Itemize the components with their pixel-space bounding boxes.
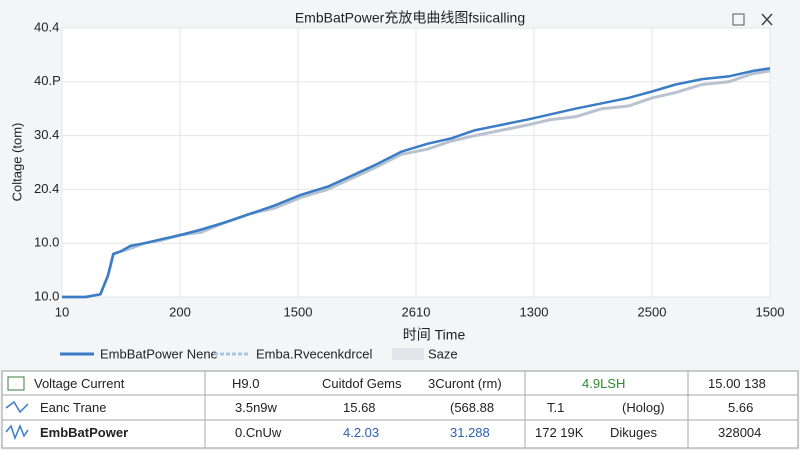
y-tick-label: 40.P [34, 73, 61, 88]
chart-title: EmbBatPower充放电曲线图fsiicalling [295, 10, 525, 26]
x-tick-label: 1300 [520, 304, 549, 319]
x-axis-label: 时间 Time [403, 327, 466, 343]
table-cell: 15.68 [343, 400, 376, 415]
legend-swatch [392, 348, 424, 360]
table-cell: 3.5n9w [235, 400, 277, 415]
table-cell: 15.00 138 [708, 376, 766, 391]
legend-label: EmbBatPower Nene [100, 346, 218, 361]
y-tick-label: 10.0 [34, 235, 59, 250]
y-tick-label: 30.4 [34, 127, 59, 142]
table-cell: 4.2.03 [343, 425, 380, 440]
table-cell: 5.66 [728, 400, 754, 415]
table-cell: (568.88 [450, 400, 495, 415]
table-cell: 4.9LSH [582, 376, 626, 391]
table-cell: Cuitdof Gems [322, 376, 402, 391]
row-icon [7, 376, 25, 391]
y-tick-label: 20.4 [34, 181, 59, 196]
table-cell: EmbBatPower [40, 425, 129, 440]
table-cell: 172 19K [535, 425, 584, 440]
x-tick-label: 1500 [756, 304, 785, 319]
table-frame [1, 370, 799, 449]
legend-label: Saze [428, 346, 458, 361]
x-tick-label: 2500 [638, 304, 667, 319]
table-cell: Voltage Current [34, 376, 125, 391]
close-button[interactable] [761, 13, 773, 26]
y-tick-label: 40.4 [34, 19, 59, 34]
x-tick-label: 1500 [284, 304, 313, 319]
y-tick-label: 10.0 [34, 288, 59, 303]
y-axis-label: Coltage (tom) [9, 123, 24, 202]
table-cell: H9.0 [232, 376, 260, 391]
x-tick-label: 2610 [402, 304, 431, 319]
legend-label: Emba.Rvecenkdrcel [256, 346, 372, 361]
table-cell: 31.288 [450, 425, 490, 440]
table-cell: 328004 [718, 425, 762, 440]
row-icon [5, 400, 29, 414]
series-line [62, 67, 771, 299]
table-cell: Eanc Trane [40, 400, 107, 415]
x-tick-label: 10 [55, 304, 69, 319]
table-cell: 3Curont (rm) [428, 376, 502, 391]
table-cell: (Holog) [622, 400, 665, 415]
maximize-button[interactable] [732, 13, 745, 26]
x-tick-label: 200 [169, 304, 191, 319]
table-cell: Dikuges [610, 425, 657, 440]
table-cell: T.1 [547, 400, 565, 415]
table-cell: 0.CnUw [235, 425, 282, 440]
row-icon [5, 424, 29, 441]
